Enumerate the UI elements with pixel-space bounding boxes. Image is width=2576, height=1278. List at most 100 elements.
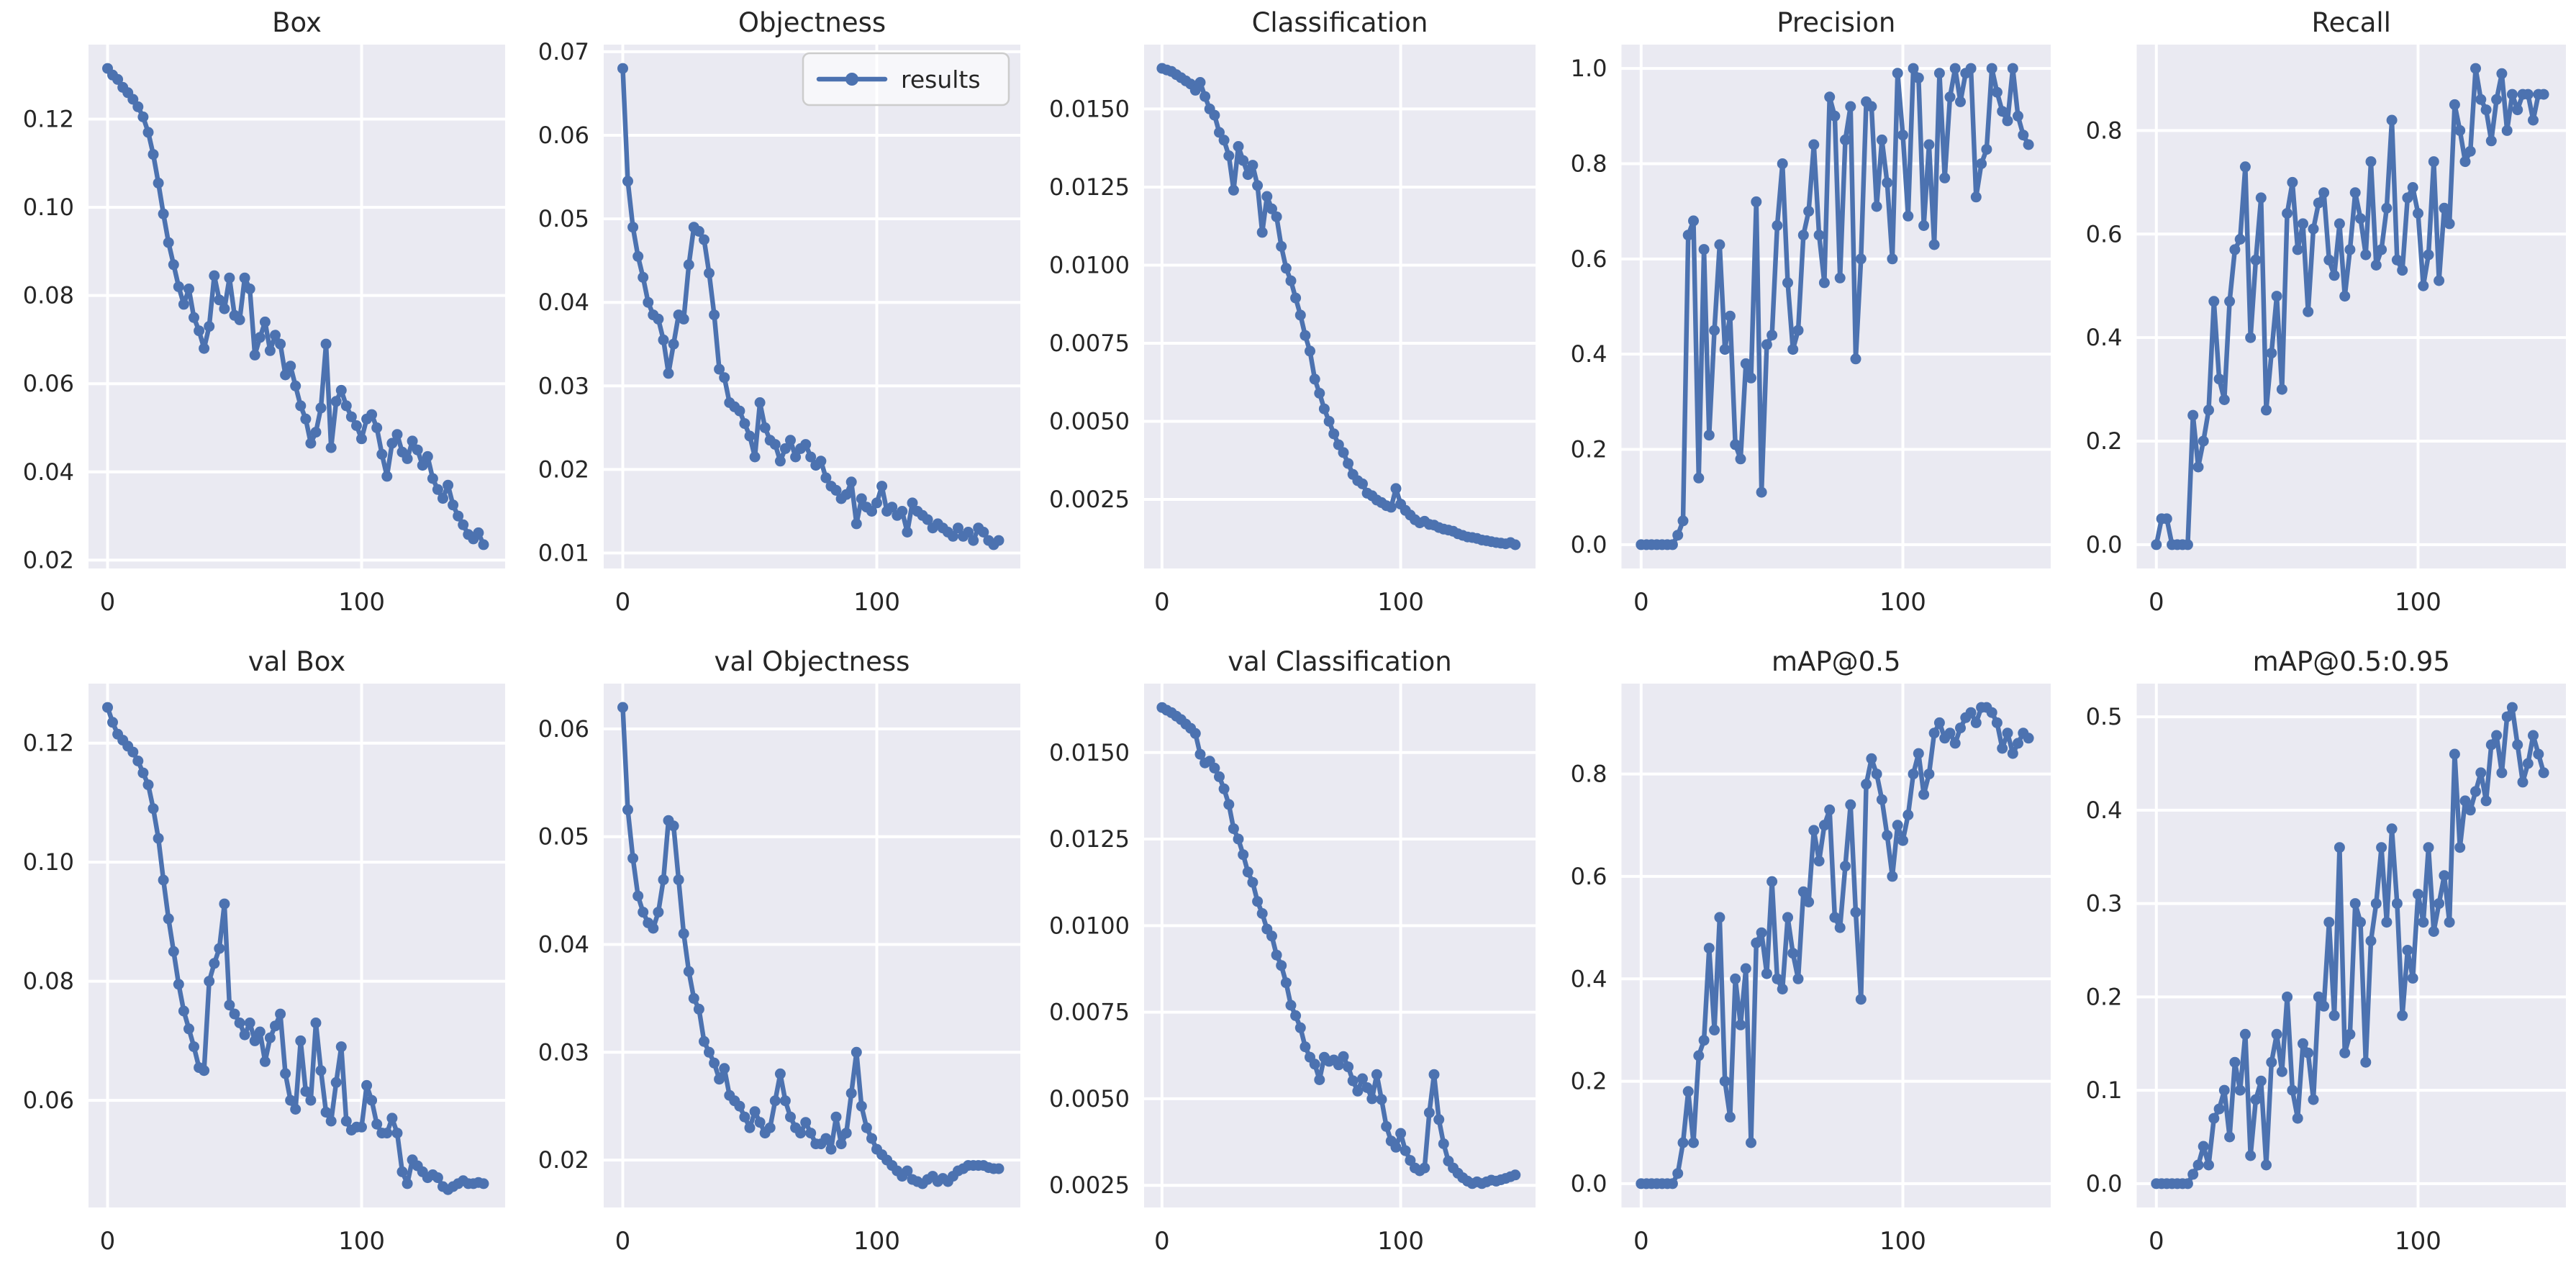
data-point-marker xyxy=(1338,447,1349,458)
data-point-marker xyxy=(795,1128,807,1139)
x-tick-label: 100 xyxy=(1879,1227,1926,1256)
data-point-marker xyxy=(2213,373,2225,385)
data-point-marker xyxy=(1949,63,1961,74)
data-point-marker xyxy=(254,332,266,343)
data-point-marker xyxy=(1970,191,1982,203)
data-point-marker xyxy=(2023,733,2034,744)
data-point-marker xyxy=(2485,739,2497,751)
data-point-marker xyxy=(2151,539,2162,550)
data-point-marker xyxy=(1751,196,1762,207)
data-point-marker xyxy=(2459,795,2471,807)
data-point-marker xyxy=(2198,435,2209,447)
data-point-marker xyxy=(683,259,694,271)
data-point-marker xyxy=(1787,948,1799,959)
data-point-marker xyxy=(386,438,398,449)
data-point-marker xyxy=(2218,394,2230,405)
data-point-marker xyxy=(2407,182,2418,193)
y-tick-label: 0.04 xyxy=(23,458,74,486)
data-point-marker xyxy=(2381,917,2393,928)
data-point-marker xyxy=(1271,211,1282,222)
data-point-marker xyxy=(1256,908,1268,919)
data-point-marker xyxy=(1261,191,1273,202)
data-point-marker xyxy=(1887,253,1898,265)
data-point-marker xyxy=(1209,762,1220,774)
data-point-marker xyxy=(653,907,664,918)
data-point-marker xyxy=(2298,1038,2308,1049)
data-point-marker xyxy=(2334,842,2345,853)
series-results xyxy=(1636,702,2034,1189)
data-point-marker xyxy=(2522,758,2534,769)
data-point-marker xyxy=(897,506,908,517)
series-results xyxy=(1156,702,1521,1189)
data-point-marker xyxy=(407,435,418,447)
axes-background xyxy=(2136,45,2566,568)
data-point-marker xyxy=(1855,994,1867,1005)
y-tick-label: 0.08 xyxy=(23,968,74,995)
data-point-marker xyxy=(315,1065,327,1077)
legend: results xyxy=(802,52,1010,106)
data-point-marker xyxy=(2365,935,2377,946)
x-tick-label: 100 xyxy=(1879,588,1926,617)
data-point-marker xyxy=(1247,876,1258,888)
subplot-map05: mAP@0.5 0.0 0.2 0.4 0.6 0.8 0 100 xyxy=(1546,639,2061,1278)
data-point-marker xyxy=(1724,1111,1736,1123)
data-point-marker xyxy=(2198,1141,2209,1152)
series-results xyxy=(102,63,489,550)
data-point-marker xyxy=(2213,1103,2225,1115)
y-tick-label: 0.4 xyxy=(2086,324,2123,351)
data-point-marker xyxy=(2528,114,2539,126)
data-point-marker xyxy=(643,296,654,308)
data-point-marker xyxy=(668,338,679,350)
data-point-marker xyxy=(1285,1000,1297,1011)
data-point-marker xyxy=(1897,130,1908,141)
data-point-marker xyxy=(1318,403,1330,414)
data-point-marker xyxy=(2522,89,2534,100)
data-point-marker xyxy=(947,530,958,542)
data-point-marker xyxy=(2475,94,2487,105)
data-point-marker xyxy=(1818,820,1830,831)
data-point-marker xyxy=(1266,930,1277,942)
data-point-marker xyxy=(437,493,448,504)
data-point-marker xyxy=(769,1095,781,1107)
data-point-marker xyxy=(2391,898,2403,910)
data-point-marker xyxy=(1199,91,1211,102)
data-point-marker xyxy=(2485,135,2497,147)
data-point-marker xyxy=(779,443,791,454)
y-tick-label: 0.10 xyxy=(23,848,74,876)
x-tick-label: 100 xyxy=(853,588,900,617)
y-tick-label: 0.0 xyxy=(1571,531,1607,558)
x-tick-label: 0 xyxy=(1154,1227,1170,1256)
data-point-marker xyxy=(693,226,704,237)
data-point-marker xyxy=(2308,223,2319,235)
data-point-marker xyxy=(1276,240,1287,252)
data-point-marker xyxy=(199,343,210,354)
data-point-marker xyxy=(617,702,628,713)
data-point-marker xyxy=(1347,1075,1359,1087)
data-point-marker xyxy=(1876,794,1887,805)
data-point-marker xyxy=(907,497,918,509)
data-point-marker xyxy=(224,272,235,284)
data-point-marker xyxy=(2397,1010,2408,1021)
data-point-marker xyxy=(1698,244,1710,255)
data-point-marker xyxy=(2349,898,2361,910)
data-point-marker xyxy=(2386,823,2398,835)
data-point-marker xyxy=(2464,145,2476,157)
data-point-marker xyxy=(856,493,867,504)
data-point-marker xyxy=(2007,63,2018,74)
data-point-marker xyxy=(2360,249,2372,260)
data-point-marker xyxy=(1923,769,1935,780)
data-point-marker xyxy=(2007,748,2018,759)
plot-canvas-objectness: Objectness 0.01 0.02 0.03 0.04 0.05 0.06 0.07 0… xyxy=(538,7,1020,617)
data-point-marker xyxy=(1682,230,1694,241)
data-point-marker xyxy=(2480,104,2492,116)
data-point-marker xyxy=(330,396,342,407)
data-point-marker xyxy=(1902,810,1914,820)
data-point-marker xyxy=(356,1121,367,1133)
data-point-marker xyxy=(1352,1085,1364,1097)
series-results xyxy=(1636,63,2034,550)
data-point-marker xyxy=(1189,728,1201,739)
data-point-marker xyxy=(127,746,139,758)
data-point-marker xyxy=(1965,63,1977,74)
data-point-marker xyxy=(2013,110,2023,122)
